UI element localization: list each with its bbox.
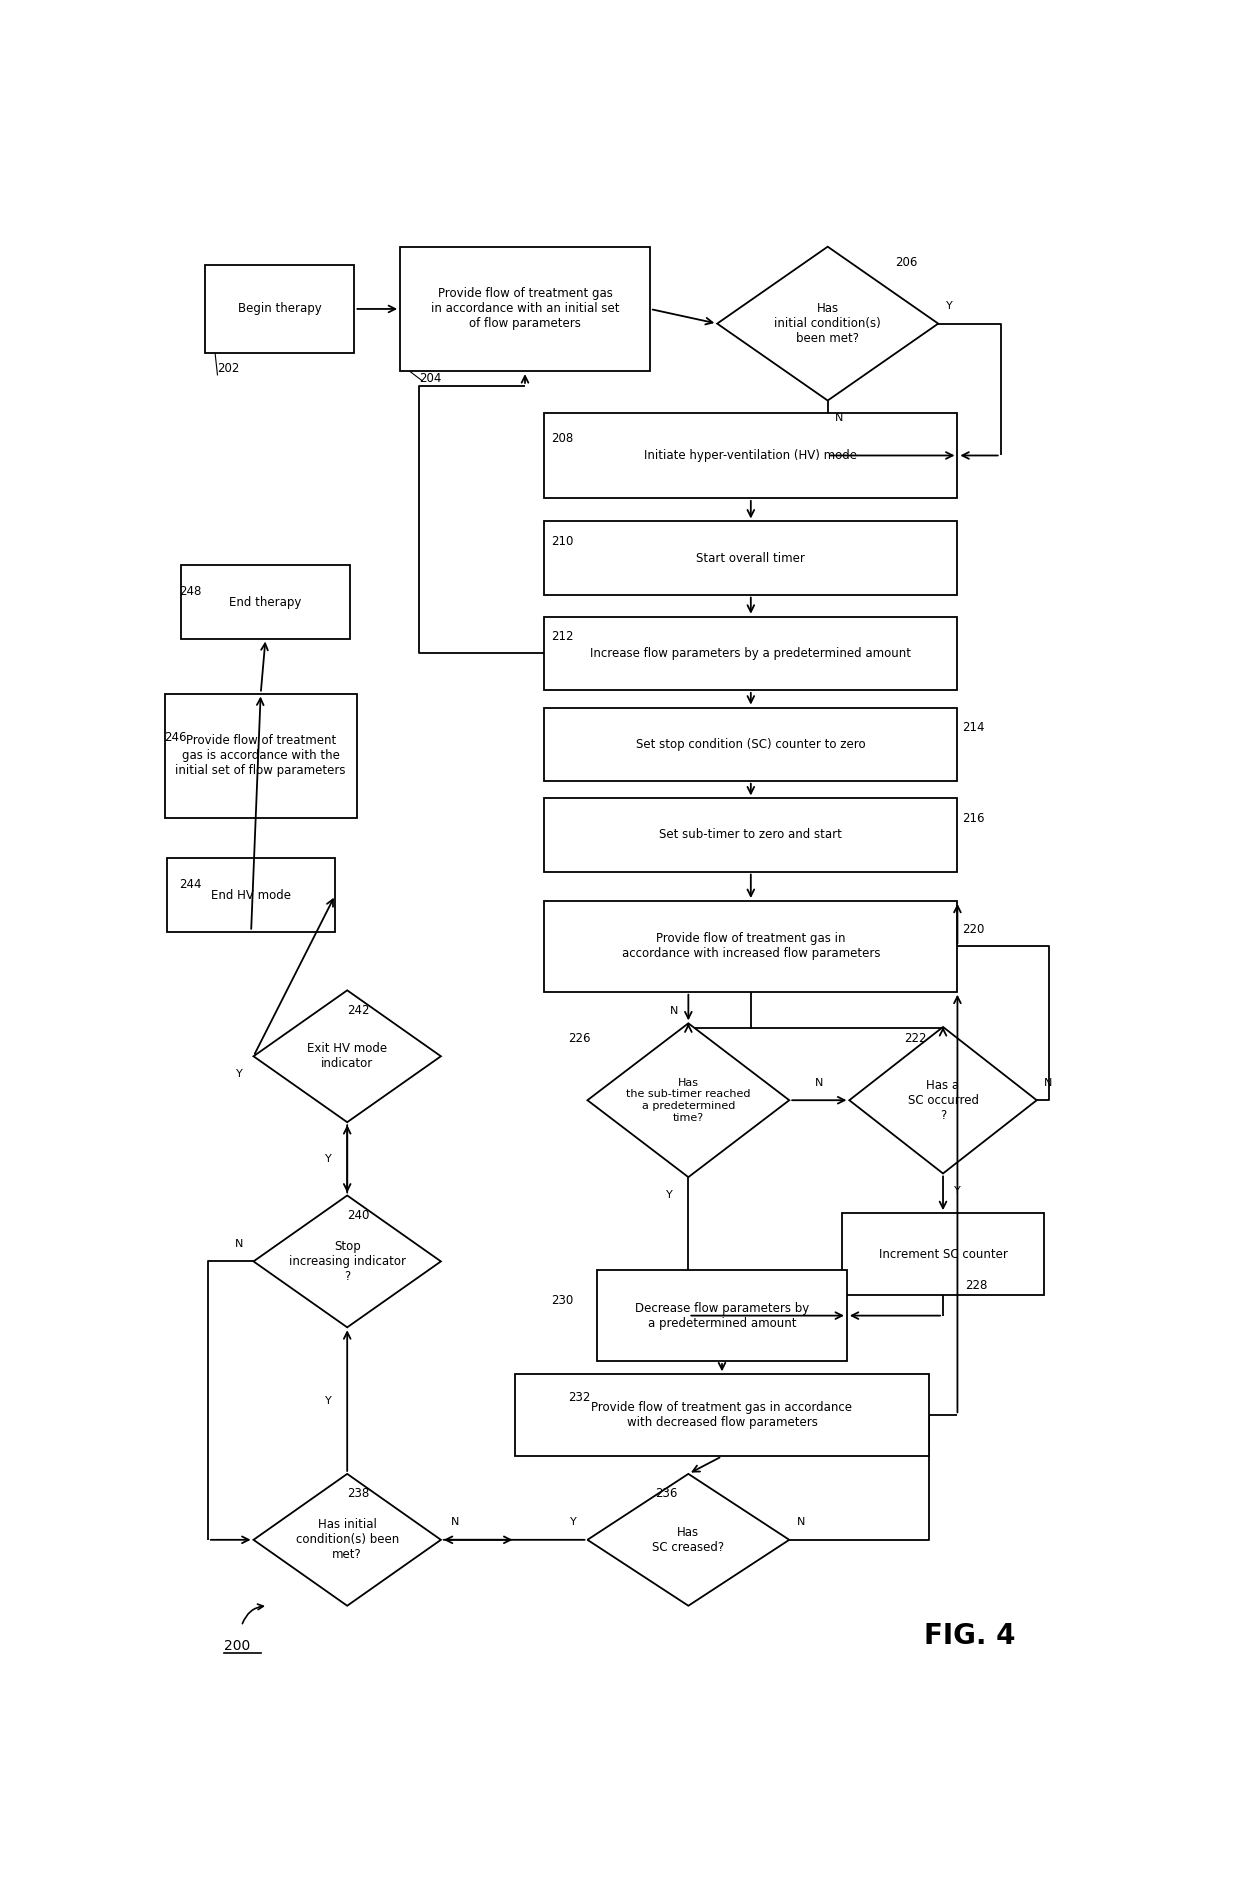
Text: Set stop condition (SC) counter to zero: Set stop condition (SC) counter to zero bbox=[636, 738, 866, 750]
FancyBboxPatch shape bbox=[544, 799, 957, 872]
Text: Initiate hyper-ventilation (HV) mode: Initiate hyper-ventilation (HV) mode bbox=[645, 449, 857, 462]
Text: 202: 202 bbox=[217, 362, 239, 375]
Text: Set sub-timer to zero and start: Set sub-timer to zero and start bbox=[660, 828, 842, 841]
Polygon shape bbox=[588, 1024, 789, 1178]
FancyBboxPatch shape bbox=[842, 1212, 1044, 1296]
FancyBboxPatch shape bbox=[544, 900, 957, 991]
Text: Y: Y bbox=[666, 1189, 672, 1199]
Text: Begin therapy: Begin therapy bbox=[238, 303, 322, 316]
Text: 210: 210 bbox=[551, 535, 573, 548]
Text: 208: 208 bbox=[551, 432, 573, 445]
Polygon shape bbox=[849, 1028, 1037, 1174]
Text: Y: Y bbox=[325, 1153, 331, 1165]
Text: Stop
increasing indicator
?: Stop increasing indicator ? bbox=[289, 1241, 405, 1283]
FancyBboxPatch shape bbox=[516, 1374, 929, 1456]
Text: 238: 238 bbox=[347, 1488, 370, 1500]
Polygon shape bbox=[588, 1473, 789, 1606]
Text: Y: Y bbox=[236, 1069, 243, 1079]
FancyBboxPatch shape bbox=[544, 708, 957, 780]
FancyBboxPatch shape bbox=[596, 1269, 847, 1361]
Text: Has initial
condition(s) been
met?: Has initial condition(s) been met? bbox=[295, 1519, 399, 1560]
Text: N: N bbox=[670, 1007, 678, 1016]
Text: 216: 216 bbox=[962, 813, 985, 824]
Text: 242: 242 bbox=[347, 1003, 370, 1016]
Text: Decrease flow parameters by
a predetermined amount: Decrease flow parameters by a predetermi… bbox=[635, 1302, 810, 1330]
Text: Increment SC counter: Increment SC counter bbox=[879, 1248, 1007, 1260]
FancyBboxPatch shape bbox=[544, 413, 957, 499]
Text: FIG. 4: FIG. 4 bbox=[924, 1621, 1016, 1650]
Text: N: N bbox=[451, 1517, 460, 1528]
Text: Has
initial condition(s)
been met?: Has initial condition(s) been met? bbox=[774, 303, 882, 344]
Text: 236: 236 bbox=[655, 1488, 677, 1500]
Text: 232: 232 bbox=[568, 1391, 590, 1404]
Polygon shape bbox=[253, 1473, 441, 1606]
Text: 212: 212 bbox=[551, 630, 573, 643]
Text: 220: 220 bbox=[962, 923, 985, 936]
Text: N: N bbox=[835, 413, 843, 422]
Text: N: N bbox=[1044, 1077, 1053, 1089]
FancyBboxPatch shape bbox=[206, 265, 355, 352]
Text: 206: 206 bbox=[895, 257, 918, 270]
Text: 226: 226 bbox=[568, 1031, 590, 1045]
FancyBboxPatch shape bbox=[544, 617, 957, 691]
Polygon shape bbox=[253, 990, 441, 1123]
Text: Has a
SC occurred
?: Has a SC occurred ? bbox=[908, 1079, 978, 1121]
Text: 228: 228 bbox=[965, 1279, 987, 1292]
Text: Has
the sub-timer reached
a predetermined
time?: Has the sub-timer reached a predetermine… bbox=[626, 1077, 750, 1123]
Text: Provide flow of treatment gas in
accordance with increased flow parameters: Provide flow of treatment gas in accorda… bbox=[621, 932, 880, 961]
Polygon shape bbox=[717, 247, 939, 400]
Text: 244: 244 bbox=[179, 877, 202, 891]
FancyBboxPatch shape bbox=[181, 565, 350, 639]
FancyBboxPatch shape bbox=[544, 521, 957, 594]
FancyBboxPatch shape bbox=[165, 693, 357, 818]
Text: 248: 248 bbox=[179, 584, 201, 598]
Text: Has
SC creased?: Has SC creased? bbox=[652, 1526, 724, 1555]
Text: End HV mode: End HV mode bbox=[211, 889, 291, 902]
Text: Provide flow of treatment gas in accordance
with decreased flow parameters: Provide flow of treatment gas in accorda… bbox=[591, 1401, 852, 1429]
Text: N: N bbox=[815, 1077, 823, 1089]
FancyBboxPatch shape bbox=[401, 247, 650, 371]
Text: N: N bbox=[796, 1517, 805, 1528]
Text: N: N bbox=[234, 1239, 243, 1248]
Polygon shape bbox=[253, 1195, 441, 1328]
Text: Y: Y bbox=[325, 1395, 331, 1406]
Text: 200: 200 bbox=[224, 1638, 250, 1652]
Text: End therapy: End therapy bbox=[229, 596, 301, 609]
Text: Y: Y bbox=[569, 1517, 577, 1528]
Text: 204: 204 bbox=[419, 373, 441, 384]
Text: 240: 240 bbox=[347, 1208, 370, 1222]
Text: 214: 214 bbox=[962, 721, 985, 735]
Text: Y: Y bbox=[946, 301, 954, 310]
Text: Provide flow of treatment
gas is accordance with the
initial set of flow paramet: Provide flow of treatment gas is accorda… bbox=[176, 735, 346, 776]
Text: Increase flow parameters by a predetermined amount: Increase flow parameters by a predetermi… bbox=[590, 647, 911, 660]
Text: Provide flow of treatment gas
in accordance with an initial set
of flow paramete: Provide flow of treatment gas in accorda… bbox=[430, 287, 619, 331]
Text: 222: 222 bbox=[905, 1031, 928, 1045]
Text: Y: Y bbox=[954, 1186, 961, 1197]
Text: 246: 246 bbox=[165, 731, 187, 744]
Text: Exit HV mode
indicator: Exit HV mode indicator bbox=[308, 1043, 387, 1069]
Text: Start overall timer: Start overall timer bbox=[697, 552, 805, 565]
Text: 230: 230 bbox=[551, 1294, 573, 1307]
FancyBboxPatch shape bbox=[167, 858, 335, 932]
